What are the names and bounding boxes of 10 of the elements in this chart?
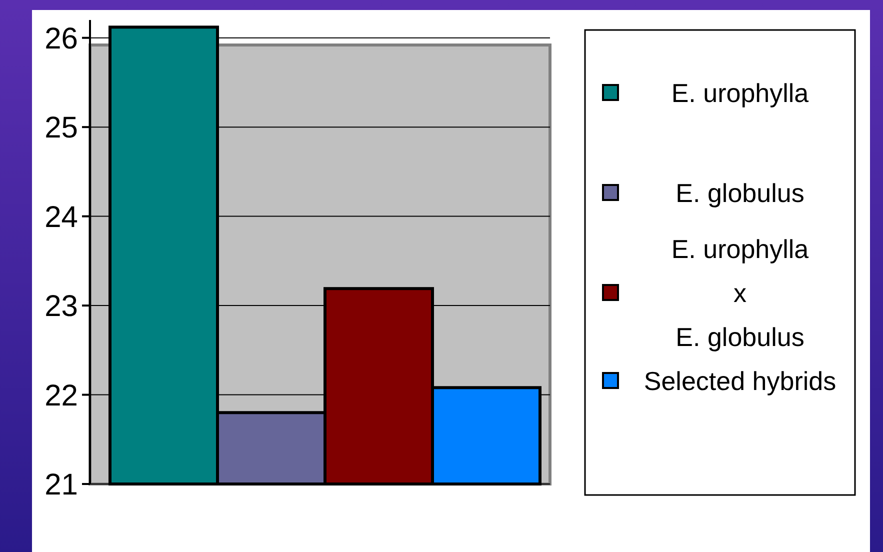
legend-label: E. urophylla bbox=[671, 78, 810, 108]
legend-label: Selected hybrids bbox=[644, 366, 836, 396]
y-tick-label: 26 bbox=[44, 22, 78, 56]
y-tick-label: 22 bbox=[44, 379, 78, 412]
y-tick-label: 23 bbox=[44, 290, 78, 324]
y-tick-label: 25 bbox=[44, 112, 78, 145]
legend-label: E. urophylla x E. globulus bbox=[671, 234, 810, 352]
legend-label: E. globulus bbox=[676, 178, 804, 208]
y-tick-label: 21 bbox=[44, 468, 78, 502]
y-tick-label: 24 bbox=[44, 200, 78, 234]
